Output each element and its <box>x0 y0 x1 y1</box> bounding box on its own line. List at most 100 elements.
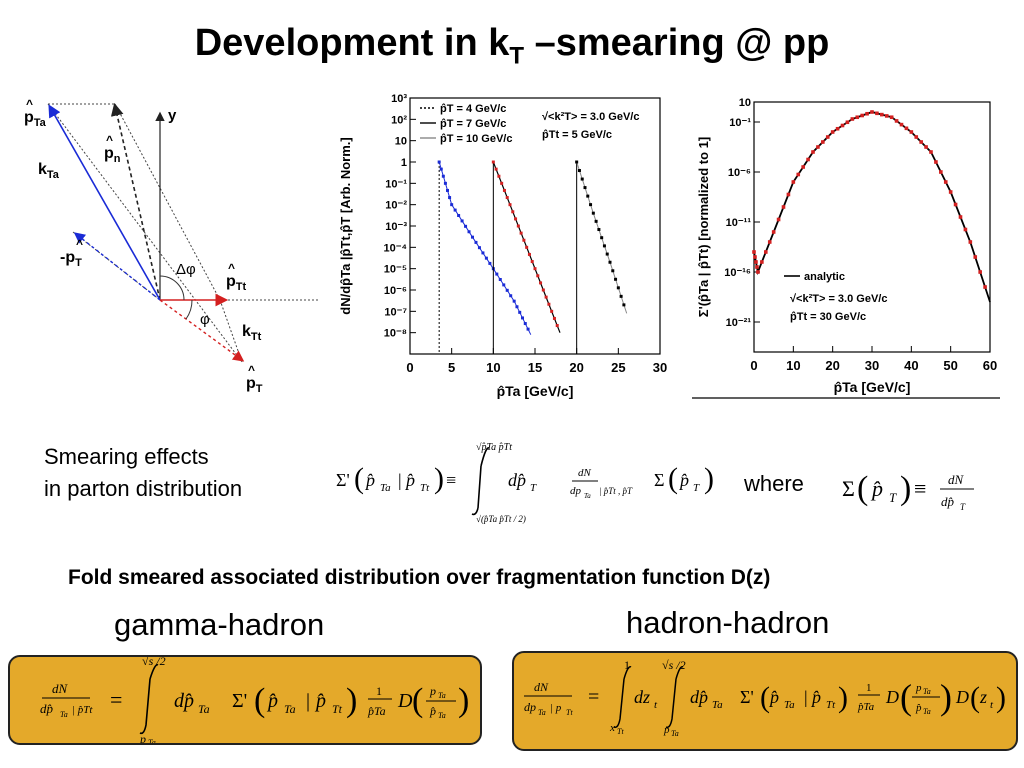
data-point <box>550 309 554 313</box>
data-point <box>460 219 464 223</box>
data-point <box>450 203 454 207</box>
fold-caption: Fold smeared associated distribution ove… <box>68 566 771 589</box>
x-tick-label: 5 <box>448 360 455 375</box>
svg-text:T: T <box>693 482 700 494</box>
data-point <box>519 231 523 235</box>
data-point <box>495 272 499 276</box>
svg-text:p: p <box>429 684 436 698</box>
data-point <box>505 196 509 200</box>
smearing-caption: Smearing effects in parton distribution <box>44 444 243 501</box>
data-point <box>512 299 516 303</box>
data-point <box>586 194 590 198</box>
svg-text:Ta: Ta <box>923 687 931 696</box>
data-point <box>547 302 551 306</box>
data-point <box>894 119 899 123</box>
data-point <box>889 115 894 120</box>
data-point <box>474 240 478 244</box>
data-point <box>516 224 520 228</box>
chart-sigma-prime: 0 10 20 30 40 50 60 10 10⁻¹ 10⁻⁶ 10⁻¹¹ 10⁻¹⁶ 10⁻²¹ p̂… <box>692 97 1000 399</box>
svg-text:√p̂Ta p̂Tt: √p̂Ta p̂Tt <box>476 442 512 453</box>
data-point <box>943 180 948 184</box>
svg-text:√s /2: √s /2 <box>142 657 166 668</box>
data-point <box>498 277 502 281</box>
x-axis-label: p̂Ta [GeV/c] <box>497 383 574 399</box>
svg-text:): ) <box>900 470 911 507</box>
svg-text:1: 1 <box>376 684 382 698</box>
data-point <box>855 115 860 120</box>
data-point <box>619 294 623 298</box>
data-point <box>786 192 791 197</box>
data-point <box>899 122 904 127</box>
x-axis-label: p̂Ta [GeV/c] <box>834 379 911 395</box>
x-tick-label: 20 <box>825 358 839 373</box>
y-tick-label: 10⁻¹⁶ <box>724 267 751 279</box>
data-point <box>929 150 933 154</box>
svg-text:p: p <box>663 724 670 736</box>
x-tick-label: 10 <box>786 358 800 373</box>
kt-vector-diagram: pTa y pn kTa -pT Δφ pTt φ kTt pT ^ ^ ^ ^… <box>24 97 320 395</box>
svg-text:(: ( <box>254 682 265 719</box>
svg-text:p̂: p̂ <box>915 702 922 714</box>
series-line <box>438 161 532 335</box>
svg-text:Σ: Σ <box>842 476 855 501</box>
svg-text:| p: | p <box>550 702 562 714</box>
data-point <box>511 210 515 214</box>
data-point <box>909 130 914 134</box>
svg-text:(: ( <box>970 681 980 714</box>
y-tick-label: 10⁻²¹ <box>726 317 752 329</box>
data-point <box>958 215 963 219</box>
data-point <box>953 202 958 207</box>
data-point <box>467 230 471 234</box>
data-point <box>845 120 850 125</box>
sigma-prime-formula: Σ' ( p̂ Ta | p̂ Tt ) ≡ √p̂Ta p̂Tt √(p̂Ta p… <box>336 442 714 524</box>
svg-text:Ta: Ta <box>923 707 931 716</box>
data-point <box>816 145 820 149</box>
svg-text:T: T <box>889 490 897 505</box>
svg-text:dN: dN <box>578 467 592 479</box>
svg-text:dp: dp <box>524 700 536 714</box>
chart-annotation: p̂Tt = 30 GeV/c <box>790 311 866 323</box>
x-tick-label: 30 <box>653 360 667 375</box>
svg-text:^: ^ <box>228 261 235 275</box>
svg-text:^: ^ <box>26 97 33 111</box>
y-tick-label: 10⁻¹¹ <box>726 217 752 229</box>
x-tick-label: 15 <box>528 360 542 375</box>
data-point <box>968 240 973 244</box>
svg-text:p: p <box>915 682 922 694</box>
svg-text:(: ( <box>760 681 770 714</box>
x-tick-label: 0 <box>750 358 757 373</box>
data-point <box>754 260 758 264</box>
data-point <box>934 160 938 164</box>
data-point <box>821 140 825 144</box>
svg-text:dN: dN <box>948 472 965 487</box>
sigma-definition-formula: Σ ( p̂ T ) ≡ dN dp̂ T <box>842 470 974 512</box>
data-point <box>983 285 987 289</box>
chart-annotation: √<k²T> = 3.0 GeV/c <box>790 293 887 305</box>
data-point <box>614 277 618 281</box>
y-tick-label: 10² <box>391 114 407 126</box>
data-point <box>904 126 909 131</box>
svg-text:Ta: Ta <box>671 729 679 738</box>
data-point <box>481 251 485 255</box>
svg-text:p̂: p̂ <box>404 470 415 490</box>
svg-text:p̂: p̂ <box>768 687 779 707</box>
svg-text:≡: ≡ <box>914 476 926 501</box>
svg-text:Ta: Ta <box>784 699 795 711</box>
svg-text:Ta: Ta <box>198 702 210 716</box>
x-tick-label: 60 <box>983 358 997 373</box>
data-point <box>616 286 620 290</box>
svg-text:Tt: Tt <box>617 727 624 736</box>
data-point <box>500 181 504 185</box>
y-tick-label: 10 <box>739 97 751 109</box>
data-point <box>594 219 598 223</box>
svg-text:Ta: Ta <box>538 708 546 717</box>
data-point <box>919 140 923 144</box>
svg-text:^: ^ <box>248 363 255 377</box>
data-point <box>523 322 527 326</box>
data-point <box>611 269 615 273</box>
svg-text:(: ( <box>412 682 423 719</box>
svg-text:(: ( <box>354 462 364 495</box>
data-point <box>522 238 526 242</box>
svg-text:): ) <box>458 682 469 719</box>
svg-text:D: D <box>397 690 413 712</box>
